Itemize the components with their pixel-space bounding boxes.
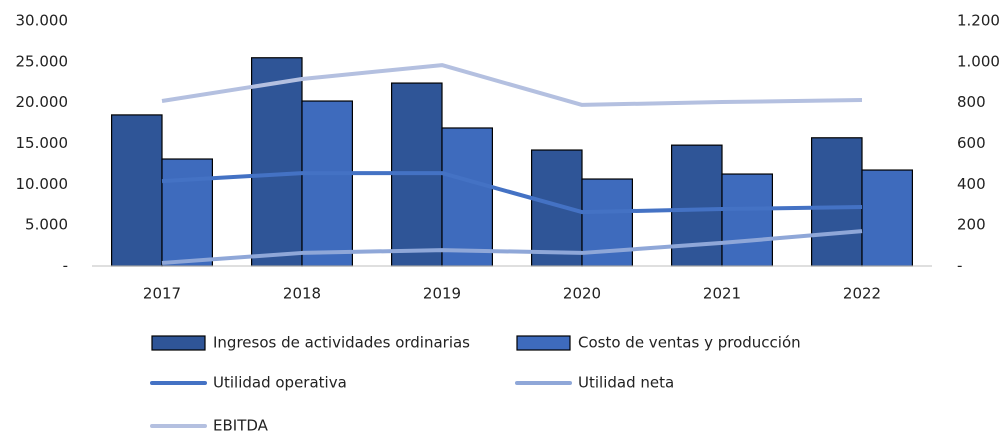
bar — [301, 100, 354, 267]
y-tick-label: 15.000 — [16, 134, 69, 152]
y2-tick-label: 1.200 — [957, 12, 1000, 30]
legend-swatch — [151, 335, 206, 351]
line-series — [161, 63, 863, 107]
y-tick-label: 20.000 — [16, 93, 69, 111]
y-tick-label: 25.000 — [16, 52, 69, 70]
y2-tick-label: 1.000 — [957, 52, 1000, 70]
bar — [251, 57, 303, 267]
x-tick-label: 2020 — [563, 285, 601, 303]
legend-label: Utilidad operativa — [213, 374, 347, 392]
y-tick-label: 30.000 — [16, 12, 69, 30]
bar — [441, 127, 494, 267]
legend-label: Ingresos de actividades ordinarias — [213, 334, 470, 352]
bar — [161, 158, 214, 267]
bar — [110, 114, 163, 267]
x-tick-label: 2019 — [423, 285, 461, 303]
line-series — [161, 229, 863, 265]
x-tick-label: 2021 — [703, 285, 741, 303]
x-tick-label: 2018 — [283, 285, 321, 303]
legend-swatch — [516, 335, 571, 351]
legend-label: EBITDA — [213, 417, 269, 434]
y2-tick-label: 200 — [957, 216, 986, 234]
bar — [721, 173, 774, 267]
bar — [810, 137, 863, 267]
y2-tick-label: - — [957, 257, 962, 275]
y-tick-label: - — [63, 257, 68, 275]
y-tick-label: 10.000 — [16, 175, 69, 193]
y2-tick-label: 800 — [957, 93, 986, 111]
x-tick-label: 2017 — [143, 285, 181, 303]
x-tick-label: 2022 — [843, 285, 881, 303]
bar — [861, 169, 914, 267]
legend-label: Costo de ventas y producción — [578, 334, 801, 352]
line-series — [161, 171, 863, 215]
legend-label: Utilidad neta — [578, 374, 674, 392]
y2-tick-label: 400 — [957, 175, 986, 193]
y-tick-label: 5.000 — [25, 216, 68, 234]
y2-tick-label: 600 — [957, 134, 986, 152]
